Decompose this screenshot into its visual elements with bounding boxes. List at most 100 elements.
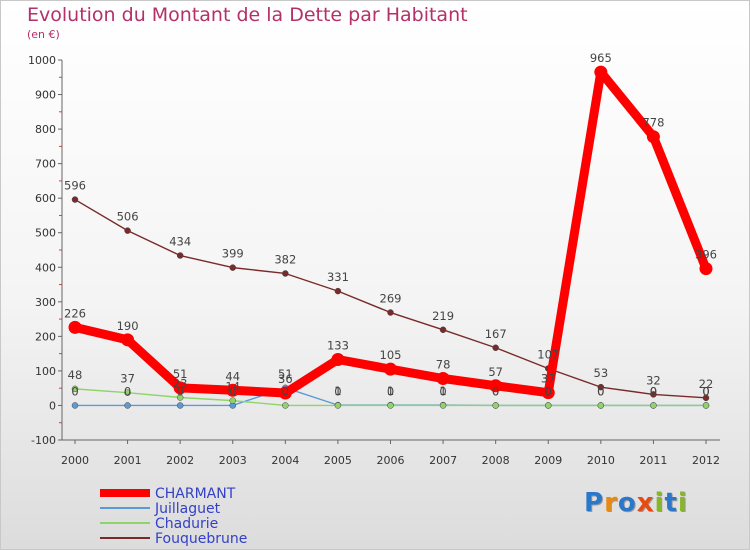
data-point bbox=[702, 394, 710, 402]
data-label: 269 bbox=[380, 292, 402, 306]
x-tick-label: 2007 bbox=[429, 454, 457, 467]
data-point bbox=[68, 320, 82, 334]
data-point bbox=[124, 227, 131, 234]
data-point bbox=[436, 372, 450, 386]
x-tick-label: 2002 bbox=[166, 454, 194, 467]
data-point bbox=[387, 309, 394, 316]
data-label: 51 bbox=[173, 367, 188, 381]
data-label: 37 bbox=[541, 372, 556, 386]
y-tick-label: -100 bbox=[31, 434, 56, 447]
data-label: 0 bbox=[545, 384, 552, 398]
x-tick-label: 2011 bbox=[639, 454, 667, 467]
data-label: 1 bbox=[387, 384, 394, 398]
data-label: 0 bbox=[492, 384, 499, 398]
y-tick-label: 800 bbox=[35, 123, 56, 136]
data-label: 0 bbox=[545, 384, 552, 398]
data-label: 78 bbox=[436, 358, 451, 372]
legend-label-fouquebrune: Fouquebrune bbox=[155, 531, 247, 547]
logo-letter: x bbox=[636, 488, 655, 518]
data-label: 0 bbox=[124, 384, 131, 398]
data-point bbox=[121, 333, 135, 347]
x-tick-label: 2012 bbox=[692, 454, 720, 467]
proxiti-logo: Proxiti bbox=[584, 488, 688, 518]
data-point bbox=[384, 362, 397, 376]
data-point bbox=[176, 252, 184, 259]
data-label: 44 bbox=[225, 369, 240, 383]
y-tick-label: 500 bbox=[35, 227, 56, 240]
data-label: 0 bbox=[334, 384, 341, 398]
data-label: 0 bbox=[439, 384, 446, 398]
data-point bbox=[541, 386, 555, 400]
logo-letter: o bbox=[617, 488, 637, 518]
x-tick-label: 2003 bbox=[219, 454, 247, 467]
data-label: 0 bbox=[282, 384, 289, 398]
data-label: 53 bbox=[594, 366, 609, 380]
x-tick-label: 2008 bbox=[482, 454, 510, 467]
data-label: 0 bbox=[597, 384, 604, 398]
data-point bbox=[545, 402, 552, 409]
data-label: 331 bbox=[327, 270, 349, 284]
data-label: 219 bbox=[432, 309, 454, 323]
data-point bbox=[173, 381, 187, 395]
data-point bbox=[282, 270, 289, 277]
y-tick-label: 700 bbox=[35, 158, 56, 171]
x-tick-label: 2004 bbox=[271, 454, 299, 467]
x-tick-label: 2009 bbox=[534, 454, 562, 467]
data-label: 0 bbox=[71, 384, 78, 398]
data-label: 382 bbox=[274, 252, 296, 266]
data-label: 36 bbox=[278, 372, 293, 386]
data-label: 133 bbox=[327, 339, 349, 353]
y-tick-label: 900 bbox=[35, 89, 56, 102]
data-point bbox=[439, 402, 447, 409]
data-point bbox=[278, 386, 292, 400]
data-label: 37 bbox=[120, 372, 135, 386]
legend-label-juillaguet: Juillaguet bbox=[154, 501, 221, 517]
data-point bbox=[226, 383, 240, 397]
data-point bbox=[71, 196, 79, 203]
y-tick-label: 600 bbox=[35, 192, 56, 205]
x-tick-label: 2006 bbox=[377, 454, 405, 467]
data-label: 965 bbox=[590, 51, 612, 65]
data-label: 596 bbox=[64, 179, 86, 193]
legend-label-charmant: CHARMANT bbox=[155, 486, 236, 502]
data-label: 778 bbox=[642, 116, 664, 130]
data-label: 190 bbox=[117, 319, 139, 333]
data-point bbox=[702, 402, 710, 409]
data-label: 0 bbox=[702, 384, 709, 398]
chart-subtitle: (en €) bbox=[27, 28, 60, 41]
data-label: 399 bbox=[222, 247, 244, 261]
data-point bbox=[439, 326, 447, 334]
data-point bbox=[282, 402, 289, 409]
data-point bbox=[334, 287, 342, 295]
y-tick-label: 100 bbox=[35, 365, 56, 378]
data-point bbox=[331, 353, 345, 367]
data-point bbox=[387, 402, 394, 409]
data-label: 22 bbox=[699, 377, 714, 391]
y-tick-label: 300 bbox=[35, 296, 56, 309]
data-label: 23 bbox=[173, 377, 188, 391]
data-point bbox=[492, 402, 499, 409]
series-line-charmant bbox=[70, 67, 711, 398]
data-point bbox=[597, 383, 605, 391]
data-label: 105 bbox=[380, 348, 402, 362]
data-label: 1 bbox=[334, 384, 341, 398]
data-label: 506 bbox=[117, 210, 139, 224]
data-point bbox=[699, 262, 713, 276]
data-label: 0 bbox=[650, 384, 657, 398]
legend-label-chadurie: Chadurie bbox=[155, 516, 218, 532]
data-point bbox=[229, 264, 236, 271]
data-point bbox=[229, 397, 236, 404]
data-point bbox=[650, 402, 657, 409]
y-tick-label: 1000 bbox=[28, 54, 56, 67]
logo-letter: t bbox=[664, 488, 678, 518]
data-point bbox=[492, 344, 499, 352]
x-tick-label: 2001 bbox=[114, 454, 142, 467]
data-point bbox=[124, 402, 131, 409]
y-tick-label: 400 bbox=[35, 261, 56, 274]
y-tick-label: 0 bbox=[49, 399, 56, 412]
data-label: 57 bbox=[488, 365, 503, 379]
data-label: 0 bbox=[650, 384, 657, 398]
logo-letter: i bbox=[677, 488, 688, 518]
